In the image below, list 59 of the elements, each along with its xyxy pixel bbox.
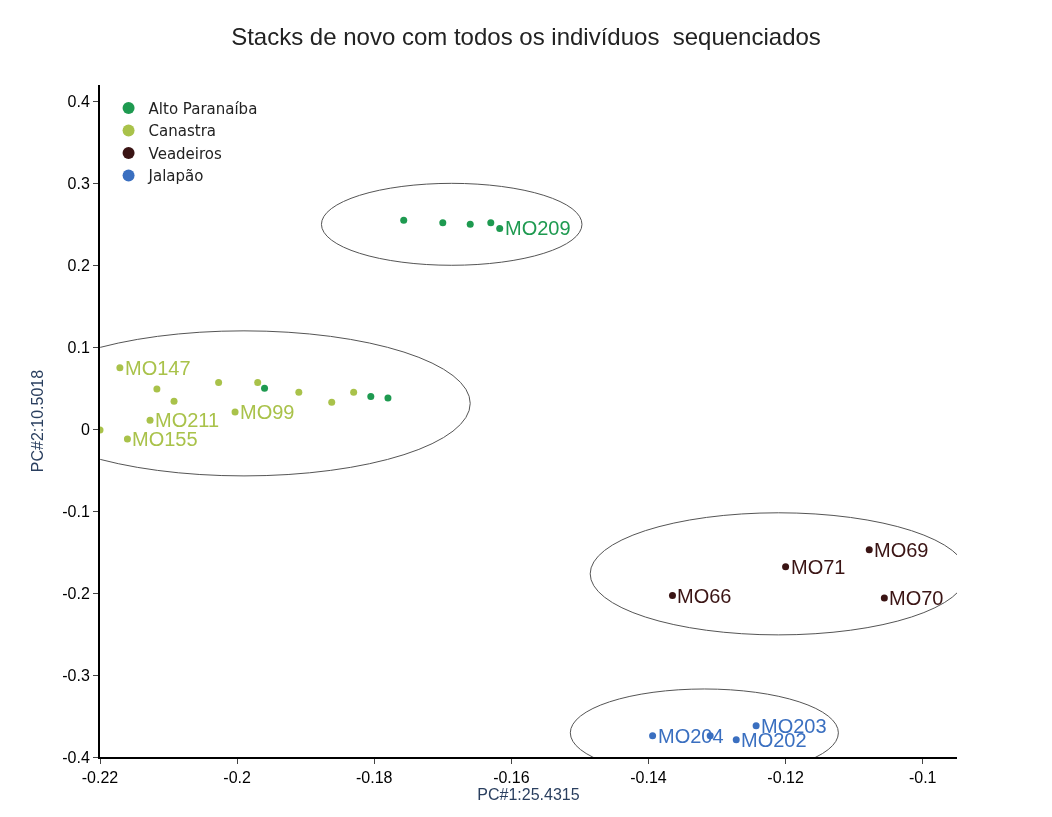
point xyxy=(254,378,262,386)
point xyxy=(384,394,392,402)
x-tick-label: -0.22 xyxy=(81,769,119,787)
y-tick-label: -0.4 xyxy=(62,748,90,766)
point xyxy=(261,384,269,392)
point xyxy=(231,408,239,416)
point xyxy=(123,435,131,443)
y-axis-title: PC#2:10.5018 xyxy=(28,369,46,473)
x-tick-label: -0.1 xyxy=(908,769,937,787)
y-tick-label: 0.3 xyxy=(67,174,90,192)
annotation: MO155 xyxy=(132,428,198,450)
legend-label: Jalapão xyxy=(147,167,204,186)
annotation: MO209 xyxy=(505,217,571,239)
y-tick-label: 0.2 xyxy=(67,256,90,274)
point xyxy=(865,546,873,554)
y-tick-label: -0.3 xyxy=(62,666,90,684)
x-tick-label: -0.16 xyxy=(493,769,530,787)
point xyxy=(146,416,154,424)
point xyxy=(295,388,303,396)
annotation: MO69 xyxy=(874,539,929,561)
point xyxy=(732,736,740,744)
annotation: MO211 xyxy=(155,409,220,431)
x-tick-label: -0.12 xyxy=(767,769,804,787)
point xyxy=(367,392,375,400)
point xyxy=(487,219,495,227)
legend-label: Veadeiros xyxy=(148,144,223,163)
y-tick-label: -0.2 xyxy=(62,584,90,602)
y-tick-label: 0.4 xyxy=(67,92,90,110)
x-tick-label: -0.18 xyxy=(356,769,393,787)
point xyxy=(752,722,760,730)
point xyxy=(880,594,888,602)
x-tick-label: -0.14 xyxy=(630,769,667,787)
point xyxy=(466,220,474,228)
chart-title: Stacks de novo com todos os indivíduos sequenciados xyxy=(231,23,821,51)
legend-label: Alto Paranaíba xyxy=(148,99,258,118)
y-tick-label: 0 xyxy=(80,420,90,438)
point xyxy=(496,224,504,232)
annotation: MO71 xyxy=(791,556,846,578)
annotation: MO204 xyxy=(658,725,724,747)
legend-label: Canastra xyxy=(148,122,216,141)
x-axis-title: PC#1:25.4315 xyxy=(477,786,580,804)
point xyxy=(400,216,408,224)
point xyxy=(439,219,447,227)
y-tick-label: -0.1 xyxy=(62,502,90,520)
annotation: MO99 xyxy=(240,401,295,423)
point xyxy=(116,364,124,372)
point xyxy=(153,385,161,393)
annotation: MO70 xyxy=(889,587,944,609)
point xyxy=(649,732,657,740)
point xyxy=(782,563,790,571)
y-tick-label: 0.1 xyxy=(67,338,90,356)
point xyxy=(668,592,676,600)
point xyxy=(170,397,178,405)
annotation: MO66 xyxy=(677,585,732,607)
point xyxy=(215,378,223,386)
annotation: MO147 xyxy=(125,357,191,379)
point xyxy=(350,388,358,396)
point xyxy=(328,398,336,406)
x-tick-label: -0.2 xyxy=(223,769,251,787)
